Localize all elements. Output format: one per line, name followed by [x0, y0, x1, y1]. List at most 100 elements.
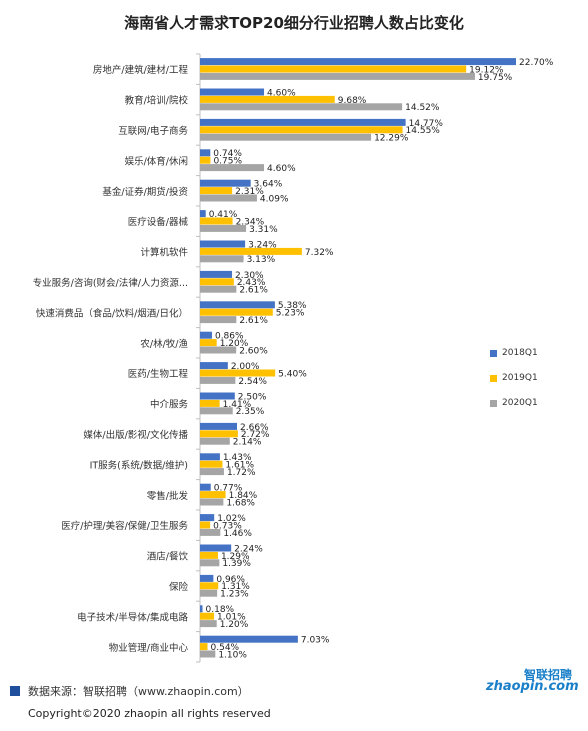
bar-2020q1 [200, 133, 372, 141]
chart-title: 海南省人才需求TOP20细分行业招聘人数占比变化 [124, 14, 464, 32]
bar-2019q1 [200, 217, 233, 225]
data-source-text: 数据来源：智联招聘（www.zhaopin.com） [28, 685, 249, 698]
bar-2018q1 [200, 301, 275, 309]
data-label: 1.20% [220, 339, 249, 349]
data-label: 7.03% [301, 636, 330, 646]
data-label: 19.75% [478, 73, 513, 83]
data-label: 0.96% [216, 575, 245, 585]
data-label: 0.77% [214, 484, 243, 494]
data-label: 2.66% [240, 423, 269, 433]
bar-2019q1 [200, 308, 273, 316]
legend-label-2018q1: 2018Q1 [502, 348, 538, 358]
bar-2020q1 [200, 103, 403, 111]
legend-swatch-2019q1 [490, 374, 497, 382]
data-label: 2.50% [238, 392, 267, 402]
bar-2020q1 [200, 224, 247, 232]
data-label: 14.77% [409, 119, 444, 129]
bar-2018q1 [200, 270, 233, 278]
data-label: 1.29% [221, 552, 250, 562]
data-label: 22.70% [519, 58, 554, 68]
bar-2019q1 [200, 339, 217, 347]
data-label: 1.10% [218, 650, 247, 660]
bar-2018q1 [200, 422, 238, 430]
data-label: 1.61% [225, 461, 254, 471]
bar-2018q1 [200, 392, 235, 400]
data-label: 1.39% [222, 559, 251, 569]
bar-2019q1 [200, 369, 276, 377]
source-marker [10, 686, 20, 696]
bar-2020q1 [200, 650, 216, 658]
category-label: 快速消费品（食品/饮料/烟酒/日化） [36, 307, 188, 319]
data-label: 1.43% [223, 453, 252, 463]
bar-2018q1 [200, 149, 211, 157]
category-label: 计算机软件 [140, 247, 188, 259]
data-label: 0.41% [209, 210, 238, 220]
data-label: 1.68% [226, 498, 255, 508]
bar-2019q1 [200, 521, 211, 529]
category-label: 医药/生物工程 [128, 368, 189, 380]
bar-2018q1 [200, 514, 215, 522]
data-label: 1.01% [217, 613, 246, 623]
bar-2018q1 [200, 240, 246, 248]
bar-2020q1 [200, 528, 221, 536]
data-label: 7.32% [305, 248, 334, 258]
bar-2020q1 [200, 407, 233, 415]
bar-2020q1 [200, 285, 237, 293]
data-label: 4.09% [260, 194, 289, 204]
category-label: 中介服务 [150, 399, 189, 411]
data-label: 4.60% [267, 164, 296, 174]
bar-2019q1 [200, 187, 233, 195]
data-label: 2.61% [239, 316, 268, 326]
bar-2020q1 [200, 346, 237, 354]
category-label: 零售/批发 [147, 490, 189, 502]
bar-2019q1 [200, 399, 220, 407]
data-label: 3.24% [248, 240, 277, 250]
bar-2019q1 [200, 491, 226, 499]
legend-swatch-2020q1 [490, 399, 497, 407]
bar-2018q1 [200, 179, 251, 187]
category-label: 医疗/护理/美容/保健/卫生服务 [61, 520, 188, 532]
legend-item-2020q1: 2020Q1 [490, 398, 538, 408]
data-label: 2.35% [236, 407, 265, 417]
data-label: 0.86% [215, 332, 244, 342]
bar-2018q1 [200, 605, 203, 613]
bar-2018q1 [200, 362, 228, 370]
category-label: 互联网/电子商务 [118, 125, 188, 137]
category-label: 医疗设备/器械 [128, 216, 189, 228]
category-label: 专业服务/咨询(财会/法律/人力资源... [33, 277, 188, 289]
bar-2020q1 [200, 316, 237, 324]
data-label: 5.40% [278, 369, 307, 379]
category-label: 房地产/建筑/建材/工程 [93, 64, 189, 76]
data-label: 2.43% [237, 278, 266, 288]
bar-2020q1 [200, 255, 244, 263]
bar-2020q1 [200, 72, 475, 80]
data-label: 2.31% [235, 187, 264, 197]
bar-2018q1 [200, 453, 220, 461]
bar-2020q1 [200, 498, 224, 506]
data-label: 2.14% [233, 438, 262, 448]
category-label: 媒体/出版/影视/文化传播 [83, 429, 188, 441]
bar-2019q1 [200, 582, 219, 590]
data-label: 1.23% [220, 590, 249, 600]
bar-2019q1 [200, 430, 238, 438]
data-source: 数据来源：智联招聘（www.zhaopin.com） [10, 683, 249, 699]
data-label: 3.64% [254, 180, 283, 190]
data-label: 2.54% [238, 377, 267, 387]
data-label: 2.30% [235, 271, 264, 281]
data-label: 2.34% [236, 217, 265, 227]
bar-2019q1 [200, 278, 234, 286]
category-label: 教育/培训/院校 [125, 95, 189, 107]
bar-2020q1 [200, 589, 218, 597]
data-label: 3.31% [249, 225, 278, 235]
bar-2020q1 [200, 194, 257, 202]
data-label: 1.72% [227, 468, 256, 478]
legend-label-2020q1: 2020Q1 [502, 398, 538, 408]
bar-2019q1 [200, 156, 211, 164]
logo-text-en: zhaopin.com [486, 679, 579, 694]
category-label: 农/林/牧/渔 [140, 338, 188, 350]
legend-item-2019q1: 2019Q1 [490, 373, 538, 383]
legend-item-2018q1: 2018Q1 [490, 348, 538, 358]
data-label: 0.73% [213, 521, 242, 531]
data-label: 2.61% [239, 286, 268, 296]
copyright-text: Copyright©2020 zhaopin all rights reserv… [28, 707, 271, 720]
